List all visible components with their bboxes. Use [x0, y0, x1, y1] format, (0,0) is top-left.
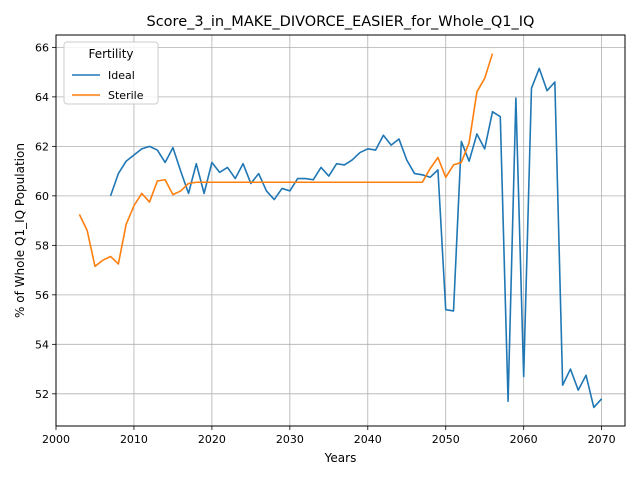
chart-title: Score_3_in_MAKE_DIVORCE_EASIER_for_Whole…: [147, 14, 535, 30]
y-tick-label: 54: [35, 338, 49, 351]
y-tick-label: 58: [35, 239, 49, 252]
y-tick-label: 64: [35, 91, 49, 104]
y-axis-label: % of Whole Q1_IQ Population: [13, 143, 27, 318]
y-tick-label: 52: [35, 388, 49, 401]
x-tick-label: 2050: [432, 433, 460, 446]
x-tick-label: 2010: [120, 433, 148, 446]
y-tick-label: 60: [35, 190, 49, 203]
legend-label-sterile: Sterile: [108, 89, 144, 102]
plot-frame: [55, 34, 626, 427]
legend: Fertility Ideal Sterile: [63, 41, 159, 105]
y-tick-label: 66: [35, 41, 49, 54]
series-line-ideal: [109, 67, 603, 409]
series-lines: [78, 53, 603, 409]
legend-box: [63, 41, 159, 105]
x-tick-label: 2000: [42, 433, 70, 446]
x-tick-label: 2060: [510, 433, 538, 446]
y-tick-label: 62: [35, 140, 49, 153]
x-tick-label: 2070: [588, 433, 616, 446]
axis-ticks: 2000 2010 2020 2030 2040 2050 2060 2070 52 54 56 58…: [35, 41, 616, 446]
y-tick-label: 56: [35, 289, 49, 302]
legend-label-ideal: Ideal: [108, 69, 135, 82]
legend-title: Fertility: [88, 47, 133, 61]
x-axis-label: Years: [324, 451, 357, 465]
x-tick-label: 2040: [354, 433, 382, 446]
x-tick-label: 2030: [276, 433, 304, 446]
legend-entries: Ideal Sterile: [72, 69, 144, 102]
x-tick-label: 2020: [198, 433, 226, 446]
series-line-sterile: [78, 53, 494, 268]
